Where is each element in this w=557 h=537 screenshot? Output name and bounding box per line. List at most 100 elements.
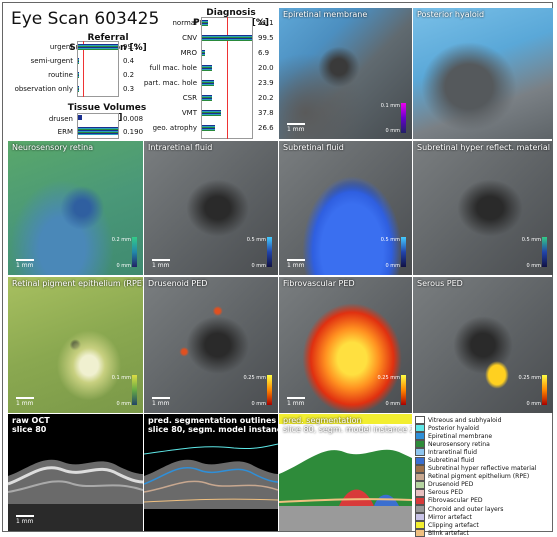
diagnosis-value: 20.2 (258, 94, 274, 102)
legend-label: Vitreous and subhyaloid (428, 416, 502, 424)
colorbar-dru-max: 0.25 mm (243, 375, 266, 381)
tile-subretinal-hyper-reflective: Subretinal hyper reflect. material 0.5 m… (413, 141, 553, 275)
legend-swatch (415, 456, 425, 465)
diagnosis-label: MRO (180, 49, 197, 57)
diagnosis-value: 23.9 (258, 79, 274, 87)
segmentation-legend: Vitreous and subhyaloid Posterior hyaloi… (415, 416, 553, 537)
scale-bar: 1 mm (152, 397, 170, 407)
diagnosis-label: part. mac. hole (143, 79, 197, 87)
legend-swatch (415, 496, 425, 505)
legend-label: Intraretinal fluid (428, 448, 477, 456)
referral-bar (78, 86, 79, 92)
tile-subretinal-fluid: Subretinal fluid 0.5 mm 0 mm 1 mm (279, 141, 412, 275)
scale-bar: 1 mm (287, 123, 305, 133)
colorbar-epi-max: 0.1 mm (380, 103, 400, 109)
legend-swatch (415, 424, 425, 433)
colorbar-neuro-max: 0.2 mm (111, 237, 131, 243)
colorbar-sub-min: 0 mm (385, 263, 400, 269)
legend-swatch (415, 448, 425, 457)
legend-item: Fibrovascular PED (415, 496, 553, 505)
colorbar-dru-min: 0 mm (251, 401, 266, 407)
referral-label: semi-urgent (30, 57, 73, 65)
tile-title-serous: Serous PED (417, 279, 463, 288)
referral-label: urgent (49, 43, 73, 51)
tissue-plot-area (77, 113, 119, 139)
colorbar-epiretinal (401, 103, 406, 133)
tile-title-posterior: Posterior hyaloid (417, 10, 485, 19)
diagnosis-bar (202, 65, 212, 71)
legend-item: Epiretinal membrane (415, 432, 553, 441)
colorbar-intra-min: 0 mm (251, 263, 266, 269)
legend-item: Mirror artefact (415, 513, 553, 522)
legend-swatch (415, 472, 425, 481)
raw-oct-title-1: raw OCT (12, 416, 50, 425)
legend-label: Retinal pigment epithelium (RPE) (428, 473, 530, 481)
tile-rpe: Retinal pigment epithelium (RPE) 0.1 mm … (8, 277, 143, 413)
colorbar-rpe-max: 0.1 mm (111, 375, 131, 381)
tissue-label-drusen: drusen (48, 115, 73, 123)
tile-fibrovascular-ped: Fibrovascular PED 0.25 mm 0 mm 1 mm (279, 277, 412, 413)
colorbar-ser-max: 0.25 mm (518, 375, 541, 381)
tile-title-rpe: Retinal pigment epithelium (RPE) (12, 279, 143, 288)
legend-swatch (415, 488, 425, 497)
legend-swatch (415, 464, 425, 473)
colorbar-intraretinal (267, 237, 272, 267)
legend-swatch (415, 480, 425, 489)
scale-bar: 1 mm (287, 259, 305, 269)
referral-value: 0.3 (123, 85, 135, 93)
colorbar-intra-max: 0.5 mm (246, 237, 266, 243)
diagnosis-value: 6.9 (258, 49, 270, 57)
tissue-bar-drusen (78, 115, 82, 120)
colorbar-hyper-min: 0 mm (526, 263, 541, 269)
legend-item: Retinal pigment epithelium (RPE) (415, 472, 553, 481)
tile-epiretinal-membrane: Epiretinal membrane 0.1 mm 0 mm 1 mm (279, 8, 412, 139)
scale-bar: 1 mm (152, 259, 170, 269)
colorbar-subretinal (401, 237, 406, 267)
diagnosis-label: full mac. hole (149, 64, 197, 72)
colorbar-drusenoid (267, 375, 272, 405)
legend-label: Neurosensory retina (428, 440, 490, 448)
diagnosis-threshold-line (227, 17, 228, 139)
panel-raw-oct: raw OCT slice 80 1 mm (8, 414, 143, 531)
diagnosis-bar (202, 50, 206, 56)
legend-item: Posterior hyaloid (415, 424, 553, 433)
tile-drusenoid-ped: Drusenoid PED 0.25 mm 0 mm 1 mm (144, 277, 278, 413)
legend-swatch (415, 521, 425, 530)
referral-value: 0.2 (123, 71, 135, 79)
referral-plot-area (77, 41, 119, 97)
diagnosis-bar (202, 110, 221, 116)
legend-swatch (415, 432, 425, 441)
colorbar-epi-min: 0 mm (385, 128, 400, 134)
colorbar-fib-max: 0.25 mm (377, 375, 400, 381)
diagnosis-label: normal (172, 19, 197, 27)
pred-outlines-title-1: pred. segmentation outlines (148, 416, 277, 425)
diagnosis-value: 26.6 (258, 124, 274, 132)
colorbar-ser-min: 0 mm (526, 401, 541, 407)
colorbar-hyperreflect (542, 237, 547, 267)
referral-label: routine (48, 71, 73, 79)
colorbar-fibrovascular (401, 375, 406, 405)
raw-oct-image (8, 459, 143, 531)
referral-bar (78, 72, 79, 78)
legend-swatch (415, 513, 425, 522)
diagnosis-label: CNV (182, 34, 197, 42)
diagnosis-bar (202, 20, 208, 26)
legend-label: Serous PED (428, 489, 463, 497)
legend-item: Neurosensory retina (415, 440, 553, 449)
referral-bar (78, 44, 118, 50)
legend-item: Drusenoid PED (415, 480, 553, 489)
pred-seg-title-1: pred. segmentation (283, 416, 362, 425)
legend-label: Subretinal fluid (428, 457, 475, 465)
legend-item: Serous PED (415, 488, 553, 497)
legend-label: Mirror artefact (428, 513, 472, 521)
legend-item: Choroid and outer layers (415, 505, 553, 514)
pred-segmentation-image (279, 414, 412, 531)
legend-label: Subretinal hyper reflective material (428, 465, 537, 473)
tissue-label-erm: ERM (57, 128, 73, 136)
diagnosis-value: 11.1 (258, 19, 274, 27)
legend-label: Clipping artefact (428, 521, 479, 529)
tile-serous-ped: Serous PED 0.25 mm 0 mm (413, 277, 553, 413)
referral-label: observation only (14, 85, 73, 93)
tissue-bar-erm (78, 127, 118, 135)
